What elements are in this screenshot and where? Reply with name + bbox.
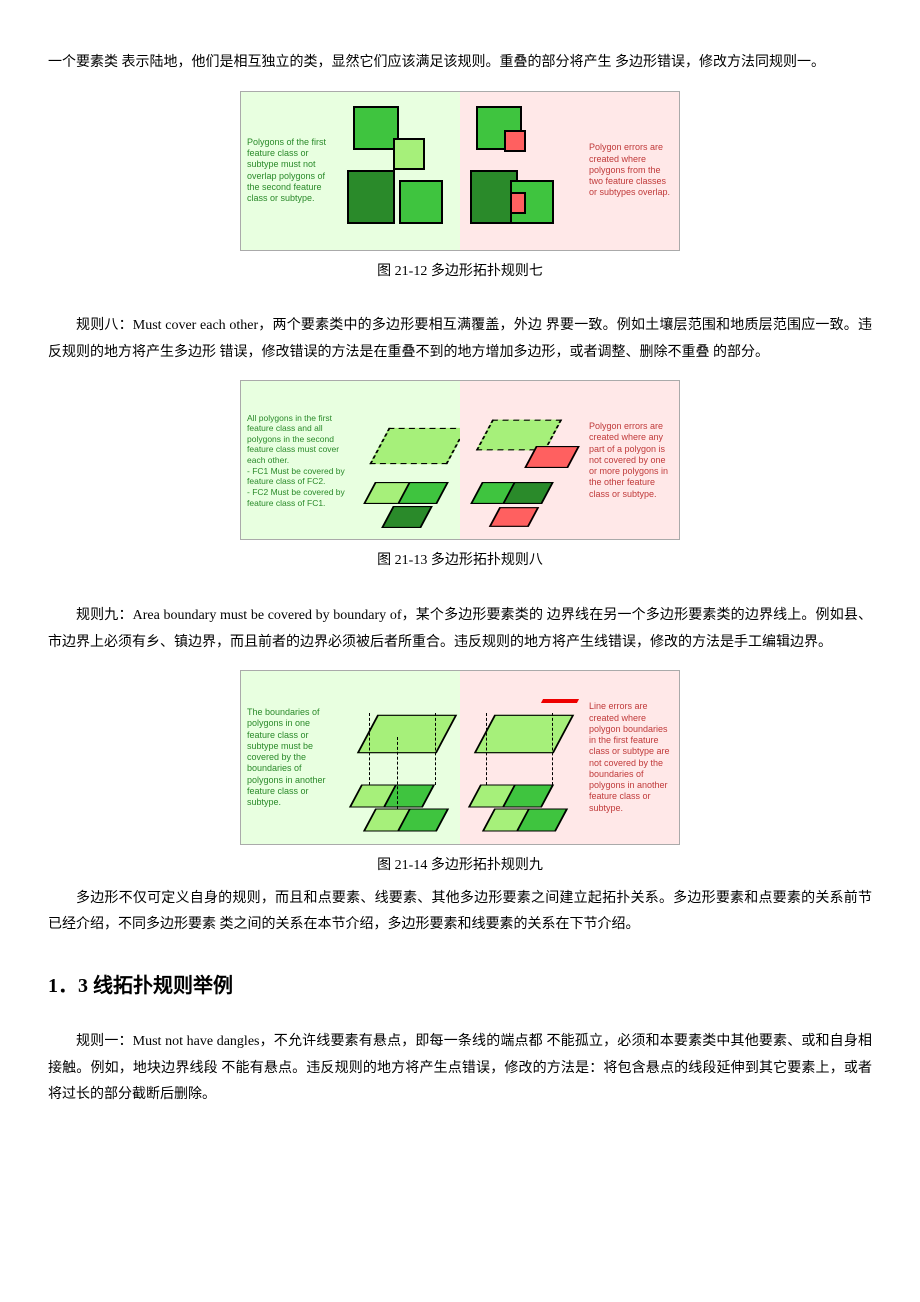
figure-caption: 图 21-13 多边形拓扑规则八 — [48, 548, 872, 575]
figure-right-caption: Line errors are created where polygon bo… — [583, 697, 679, 818]
figure-left-panel: All polygons in the first feature class … — [241, 381, 460, 539]
figure-right-panel: Polygon errors are created where any par… — [460, 381, 679, 539]
paragraph: 规则九：Area boundary must be covered by bou… — [48, 603, 872, 656]
paragraph: 规则八：Must cover each other，两个要素类中的多边形要相互满… — [48, 313, 872, 366]
figure-right-caption: Polygon errors are created where any par… — [583, 417, 679, 504]
figure-right-panel: Line errors are created where polygon bo… — [460, 671, 679, 844]
figure-caption: 图 21-12 多边形拓扑规则七 — [48, 259, 872, 286]
figure-caption: 图 21-14 多边形拓扑规则九 — [48, 853, 872, 880]
figure-left-panel: Polygons of the first feature class or s… — [241, 92, 460, 250]
section-heading: 1．3 线拓扑规则举例 — [48, 967, 872, 1005]
paragraph: 多边形不仅可定义自身的规则，而且和点要素、线要素、其他多边形要素之间建立起拓扑关… — [48, 886, 872, 939]
figure-21-14: The boundaries of polygons in one featur… — [48, 670, 872, 845]
figure-left-panel: The boundaries of polygons in one featur… — [241, 671, 460, 844]
figure-left-caption: The boundaries of polygons in one featur… — [241, 703, 337, 812]
figure-21-13: All polygons in the first feature class … — [48, 380, 872, 540]
figure-left-caption: All polygons in the first feature class … — [241, 409, 351, 513]
figure-right-caption: Polygon errors are created where polygon… — [583, 138, 679, 202]
figure-left-caption: Polygons of the first feature class or s… — [241, 133, 337, 209]
figure-right-panel: Polygon errors are created where polygon… — [460, 92, 679, 250]
paragraph: 规则一：Must not have dangles，不允许线要素有悬点，即每一条… — [48, 1029, 872, 1109]
paragraph: 一个要素类 表示陆地，他们是相互独立的类，显然它们应该满足该规则。重叠的部分将产… — [48, 50, 872, 77]
figure-21-12: Polygons of the first feature class or s… — [48, 91, 872, 251]
